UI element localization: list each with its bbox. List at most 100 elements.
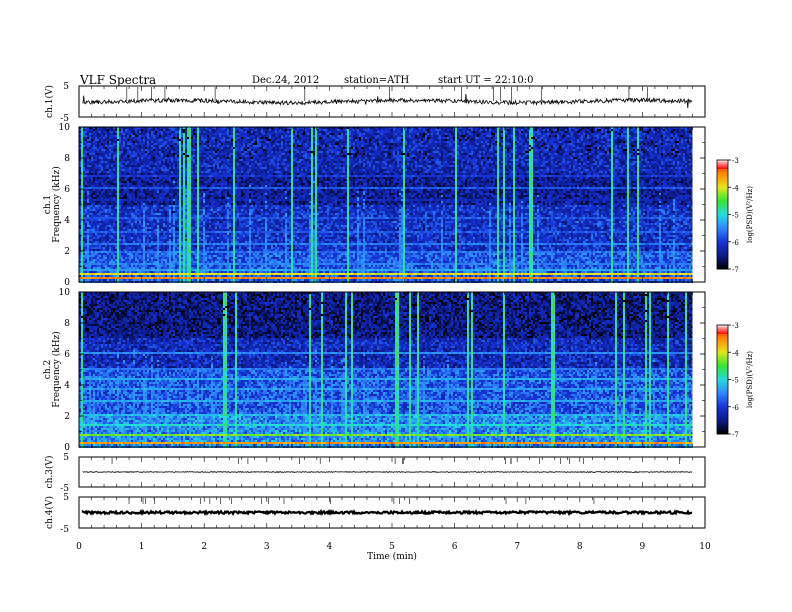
heatmap-cell: [561, 133, 563, 135]
heatmap-cell: [187, 133, 189, 135]
heatmap-cell: [125, 131, 131, 133]
heatmap-cell: [509, 145, 511, 147]
heatmap-cell: [269, 149, 271, 151]
heatmap-cell: [613, 143, 615, 145]
heatmap-cell: [223, 147, 225, 149]
heatmap-cell: [129, 135, 131, 137]
heatmap-cell: [637, 147, 639, 149]
heatmap-cell: [143, 143, 145, 145]
heatmap-cell: [363, 135, 365, 137]
heatmap-cell: [319, 135, 321, 137]
heatmap-cell: [99, 135, 101, 137]
heatmap-cell: [179, 139, 181, 141]
heatmap-cell: [125, 129, 127, 131]
heatmap-cell: [381, 137, 383, 139]
heatmap-cell: [599, 143, 601, 145]
heatmap-cell: [85, 149, 87, 151]
heatmap-cell: [465, 135, 467, 137]
heatmap-cell: [629, 131, 633, 133]
heatmap-cell: [603, 135, 607, 137]
heatmap-cell: [243, 139, 245, 141]
heatmap-cell: [601, 137, 603, 139]
heatmap-cell: [209, 129, 211, 131]
heatmap-cell: [607, 135, 609, 137]
heatmap-cell: [135, 139, 137, 141]
heatmap-cell: [349, 133, 351, 135]
heatmap-cell: [185, 145, 187, 147]
heatmap-cell: [675, 143, 677, 145]
heatmap-cell: [457, 149, 459, 151]
heatmap-cell: [283, 131, 285, 133]
heatmap-cell: [439, 133, 441, 135]
heatmap-cell: [311, 147, 313, 149]
heatmap-cell: [553, 135, 555, 137]
heatmap-cell: [155, 143, 157, 145]
heatmap-cell: [497, 133, 499, 135]
heatmap-cell: [401, 133, 403, 135]
heatmap-cell: [487, 145, 489, 147]
heatmap-cell: [225, 145, 227, 147]
heatmap-cell: [581, 149, 583, 151]
heatmap-cell: [601, 141, 603, 143]
heatmap-cell: [427, 145, 429, 147]
heatmap-cell: [211, 147, 213, 149]
heatmap-cell: [245, 145, 247, 147]
heatmap-cell: [153, 133, 155, 135]
heatmap-cell: [303, 139, 307, 141]
heatmap-cell: [343, 137, 345, 139]
heatmap-cell: [471, 149, 473, 151]
heatmap-cell: [123, 139, 125, 141]
heatmap-cell: [287, 129, 289, 131]
heatmap-cell: [339, 145, 341, 147]
heatmap-cell: [515, 137, 517, 139]
heatmap-cell: [445, 139, 447, 141]
heatmap-cell: [145, 149, 147, 151]
heatmap-cell: [373, 135, 377, 137]
heatmap-cell: [493, 129, 495, 131]
heatmap-cell: [117, 133, 119, 135]
heatmap-cell: [233, 131, 235, 133]
heatmap-cell: [227, 145, 229, 147]
heatmap-cell: [345, 131, 347, 133]
heatmap-cell: [211, 143, 213, 145]
heatmap-cell: [521, 145, 523, 147]
heatmap-cell: [447, 149, 451, 151]
heatmap-cell: [129, 149, 131, 151]
heatmap-cell: [95, 129, 97, 131]
heatmap-cell: [149, 141, 151, 143]
heatmap-cell: [477, 135, 479, 137]
heatmap-cell: [299, 131, 301, 133]
heatmap-cell: [127, 139, 129, 141]
heatmap-cell: [667, 135, 671, 137]
heatmap-cell: [517, 133, 519, 135]
heatmap-cell: [107, 141, 109, 143]
heatmap-cell: [511, 147, 513, 149]
heatmap-cell: [429, 143, 435, 145]
heatmap-cell: [565, 141, 569, 143]
heatmap-cell: [677, 137, 679, 139]
heatmap-cell: [581, 139, 583, 141]
heatmap-cell: [609, 147, 611, 149]
heatmap-cell: [457, 143, 463, 145]
heatmap-cell: [645, 137, 647, 139]
heatmap-cell: [253, 145, 261, 147]
heatmap-cell: [159, 145, 163, 147]
heatmap-cell: [533, 131, 535, 133]
heatmap-cell: [337, 135, 343, 137]
heatmap-cell: [199, 147, 203, 149]
heatmap-cell: [591, 139, 593, 141]
heatmap-cell: [659, 139, 661, 141]
heatmap-cell: [401, 135, 403, 137]
heatmap-cell: [281, 133, 283, 135]
heatmap-cell: [117, 145, 119, 147]
heatmap-cell: [355, 139, 357, 141]
heatmap-cell: [585, 129, 587, 131]
heatmap-cell: [401, 129, 403, 131]
heatmap-cell: [349, 137, 351, 139]
heatmap-cell: [635, 145, 637, 147]
heatmap-cell: [341, 141, 343, 143]
heatmap-cell: [503, 143, 505, 145]
heatmap-cell: [579, 141, 581, 143]
heatmap-cell: [359, 147, 361, 149]
heatmap-cell: [635, 137, 637, 139]
